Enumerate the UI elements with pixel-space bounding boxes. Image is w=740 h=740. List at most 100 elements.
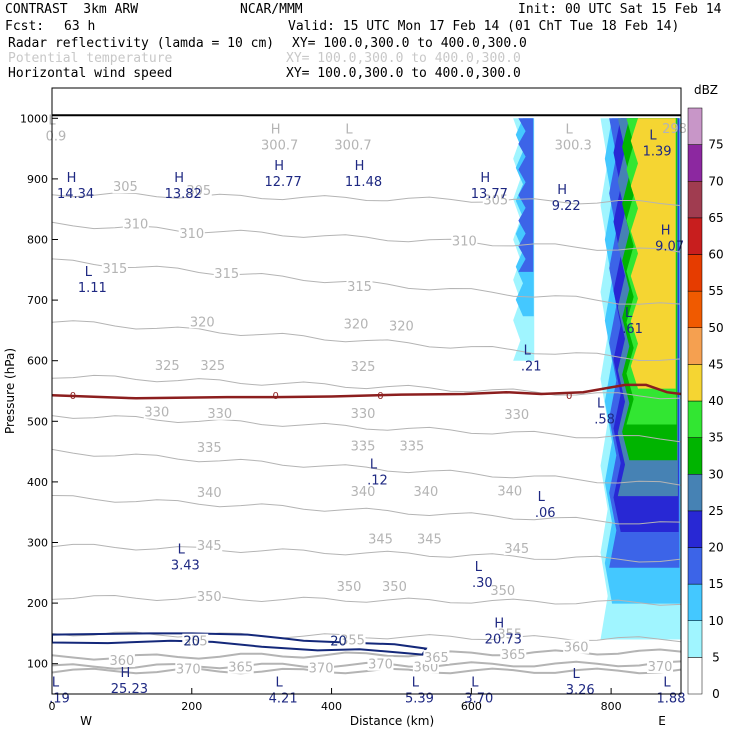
plot-frame — [51, 87, 682, 695]
valid-time: Valid: 15 UTC Mon 17 Feb 14 (01 ChT Tue … — [288, 19, 680, 34]
colorbar-label-25: 25 — [708, 504, 723, 518]
extremum-L-marker: L — [538, 490, 546, 505]
theta-label-bg — [154, 357, 181, 372]
west-label: W — [80, 714, 92, 728]
axis-layer: 0 200 400 600 800100200300400500600700800900… — [20, 112, 622, 713]
colorbar-swatch-15 — [687, 547, 703, 585]
theta-label-bg — [350, 438, 377, 453]
extremum-L-marker: L — [52, 676, 60, 691]
theta-label-bg — [196, 537, 223, 552]
theta-label-bg — [367, 656, 394, 671]
y-tick-label: 100 — [27, 658, 48, 671]
theta-label-bg — [339, 632, 366, 647]
theta-label-bg — [101, 260, 128, 275]
theta-label-370: 370 — [309, 661, 334, 676]
theta-label-360: 360 — [109, 654, 134, 669]
model-title: CONTRAST 3km ARW — [5, 2, 139, 17]
colorbar-swatch-50 — [687, 290, 703, 328]
colorbar-label-40: 40 — [708, 394, 723, 408]
fcst-label: Fcst: — [5, 19, 45, 34]
theta-contour-340 — [52, 495, 681, 525]
theta-label-bg — [213, 265, 240, 280]
theta-label-310: 310 — [452, 235, 477, 250]
colorbar-swatch-65 — [687, 181, 703, 219]
x-tick-label: 800 — [601, 700, 622, 713]
extremum-H-marker: H — [355, 159, 365, 174]
theta-label-bg — [175, 661, 202, 676]
theta-label-bg — [482, 192, 509, 207]
extremum-value: 4.21 — [269, 692, 298, 707]
theta-label-bg — [227, 659, 254, 674]
theta-label-bg — [451, 233, 478, 248]
theta-label-bg — [185, 182, 212, 197]
colorbar: 0 5 10 15 20 25 30 35 40 45 50 55 60 65 70 75 — [687, 107, 724, 701]
y-axis-label: Pressure (hPa) — [3, 348, 17, 434]
theta-label-330: 330 — [351, 407, 376, 422]
colorbar-swatch-75 — [687, 107, 703, 145]
extremum-L-marker: L — [649, 128, 657, 143]
theta-label-320: 320 — [190, 315, 215, 330]
colorbar-swatch-55 — [687, 254, 703, 292]
theta-label-bg — [496, 626, 523, 641]
org-label: NCAR/MMM — [240, 2, 303, 17]
x-axis-label: Distance (km) — [350, 714, 434, 728]
colorbar-swatch-0 — [687, 657, 703, 695]
theta-contour-320 — [52, 320, 681, 362]
theta-label-bg — [336, 579, 363, 594]
freezing-level-line — [52, 383, 681, 400]
colorbar-label-75: 75 — [708, 138, 723, 152]
theta-label-bg — [350, 483, 377, 498]
theta-label-370: 370 — [176, 663, 201, 678]
fcst-value: 63 h — [64, 19, 96, 34]
extremum-L-marker: L — [663, 676, 671, 691]
east-label: E — [658, 714, 666, 728]
colorbar-label-65: 65 — [708, 211, 723, 225]
extremum-H-marker: H — [120, 666, 130, 681]
extremum-H-marker: H — [274, 159, 284, 174]
extremum-value: 9.22 — [552, 199, 581, 214]
extremum-value: .19 — [49, 692, 70, 707]
extremum-value: 300.3 — [555, 138, 592, 153]
extremum-L-marker: L — [412, 676, 420, 691]
theta-label-345: 345 — [197, 539, 222, 554]
y-tick-label: 700 — [27, 294, 48, 307]
theta-label-bg — [388, 318, 415, 333]
theta-label-315: 315 — [102, 262, 127, 277]
theta-contour-370 — [52, 667, 681, 675]
extremum-value: 3.43 — [171, 558, 200, 573]
theta-label-bg — [423, 650, 450, 665]
freezing-level-label: 0 — [272, 391, 278, 402]
theta-label-360: 360 — [564, 641, 589, 656]
wind-label-20: 20 — [330, 635, 347, 650]
colorbar-swatch-45 — [687, 327, 703, 365]
colorbar-label-55: 55 — [708, 284, 723, 298]
colorbar-label-50: 50 — [708, 321, 723, 335]
wind-label-20: 20 — [184, 635, 201, 650]
colorbar-label-70: 70 — [708, 174, 723, 188]
field1-xy: XY= 100.0,300.0 to 400.0,300.0 — [292, 36, 527, 51]
extremum-L-marker: L — [178, 542, 186, 557]
extremum-value: 298 — [662, 122, 687, 137]
theta-label-bg — [189, 314, 216, 329]
theta-contour-330 — [52, 415, 681, 443]
theta-label-bg — [308, 660, 335, 675]
theta-label-340: 340 — [413, 485, 438, 500]
theta-label-340: 340 — [197, 486, 222, 501]
extremum-value: .21 — [521, 360, 542, 375]
theta-label-325: 325 — [200, 359, 225, 374]
theta-label-bg — [647, 659, 674, 674]
extremum-L-marker: L — [573, 667, 581, 682]
colorbar-label-5: 5 — [712, 650, 720, 664]
theta-label-345: 345 — [368, 532, 393, 547]
colorbar-swatch-20 — [687, 510, 703, 548]
extremum-H-marker: H — [67, 171, 77, 186]
colorbar-label-0: 0 — [712, 687, 720, 701]
colorbar-label-30: 30 — [708, 467, 723, 481]
theta-label-340: 340 — [497, 484, 522, 499]
extremum-value: 13.77 — [471, 187, 508, 202]
x-tick-label: 400 — [321, 700, 342, 713]
extremum-value: 300.7 — [334, 138, 371, 153]
theta-label-345: 345 — [504, 542, 529, 557]
init-time: Init: 00 UTC Sat 15 Feb 14 — [518, 2, 722, 17]
field3-xy: XY= 100.0,300.0 to 400.0,300.0 — [286, 66, 521, 81]
